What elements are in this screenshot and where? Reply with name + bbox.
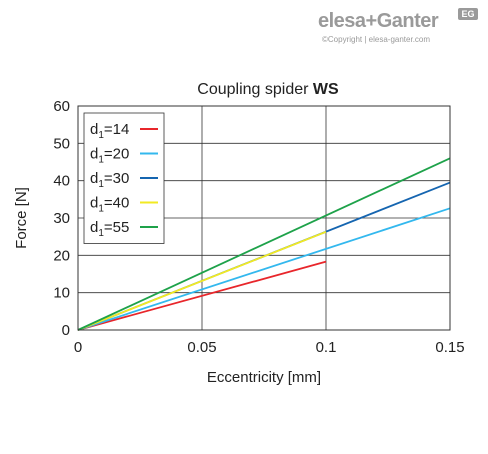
brand-logo: elesa+Ganter EG ©Copyright | elesa-gante… (318, 8, 480, 48)
y-tick-label: 10 (53, 285, 70, 302)
legend-label: d1=14 (90, 121, 129, 141)
legend: d1=14 d1=20 d1=30 d1=40 d1=55 (83, 112, 165, 244)
chart-title-bold: WS (313, 81, 339, 98)
legend-label: d1=40 (90, 195, 129, 215)
chart-title: Coupling spider WS (197, 81, 339, 98)
logo-wordmark: elesa+Ganter (318, 10, 439, 32)
y-tick-label: 50 (53, 135, 70, 152)
legend-label: d1=30 (90, 170, 129, 190)
series-lines (77, 157, 451, 331)
y-tick-label: 30 (53, 210, 70, 227)
series-line-d1=20 (77, 207, 451, 331)
series-line-d1=14 (77, 260, 327, 331)
x-axis-label: Eccentricity [mm] (207, 369, 321, 386)
x-tick-label: 0.05 (187, 339, 216, 356)
x-tick-label: 0.15 (435, 339, 464, 356)
x-tick-label: 0.1 (316, 339, 337, 356)
logo-badge: EG (458, 8, 478, 20)
chart-title-prefix: Coupling spider (197, 81, 313, 98)
x-tick-label: 0 (74, 339, 82, 356)
tick-labels: 0 10 20 30 40 50 60 0 0.05 0.1 0.15 (53, 98, 464, 356)
legend-label: d1=20 (90, 146, 129, 166)
legend-label: d1=55 (90, 219, 129, 239)
series-line-d1=40 (77, 230, 327, 331)
y-tick-label: 40 (53, 173, 70, 190)
y-tick-label: 0 (62, 322, 70, 339)
y-axis-label: Force [N] (13, 187, 30, 249)
y-tick-label: 20 (53, 247, 70, 264)
series-line-d1=55 (77, 157, 451, 331)
y-tick-label: 60 (53, 98, 70, 115)
copyright-text: ©Copyright | elesa-ganter.com (322, 35, 431, 44)
plot-frame (77, 105, 451, 331)
